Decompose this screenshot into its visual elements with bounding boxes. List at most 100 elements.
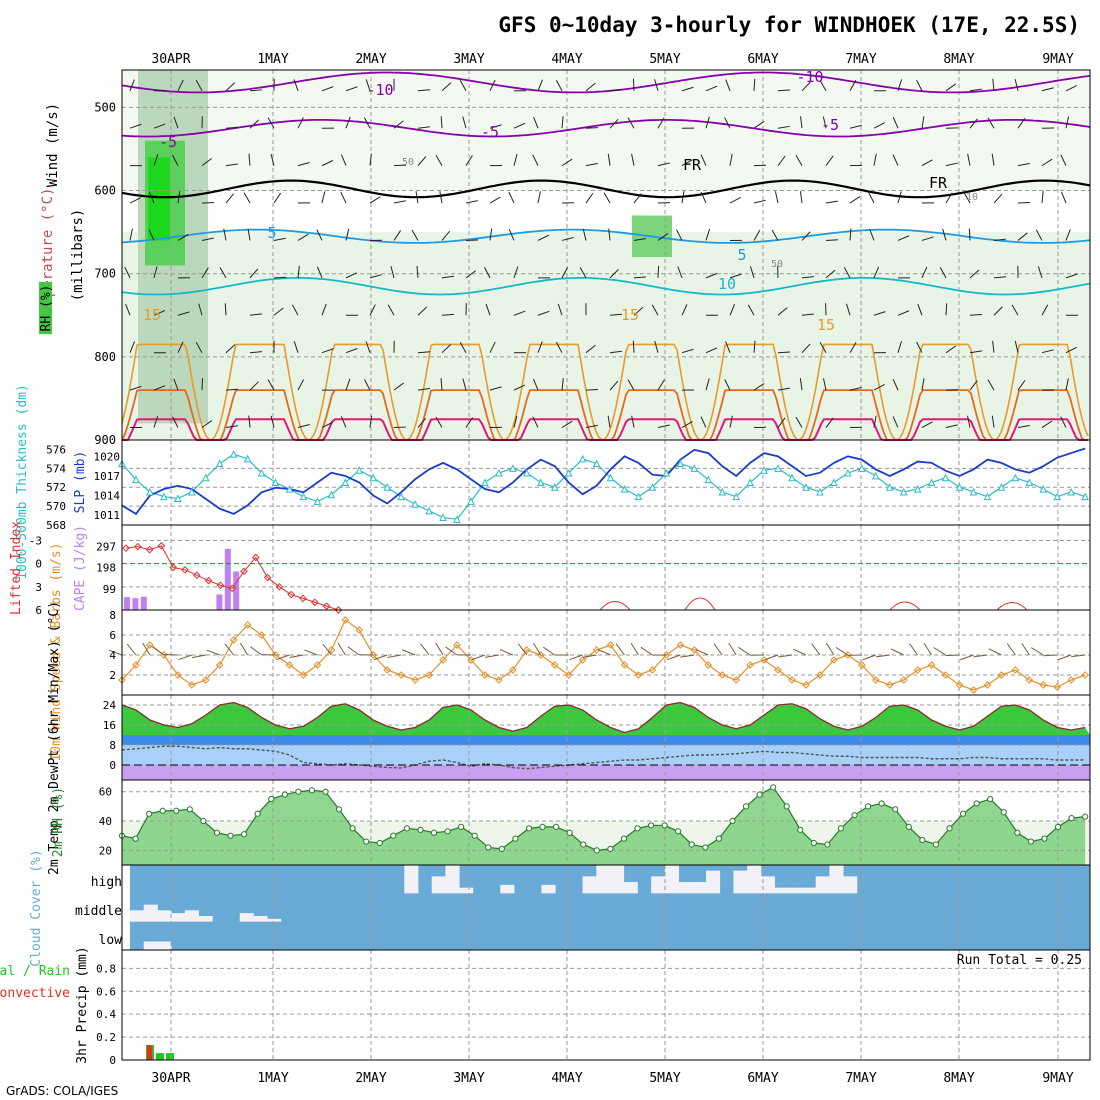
wind10-barb bbox=[152, 646, 165, 656]
contour-label: 10 bbox=[966, 192, 978, 203]
thickness-point-13 bbox=[299, 492, 308, 501]
rh2m-point-11 bbox=[268, 795, 275, 803]
rh2m-point-10 bbox=[254, 810, 261, 817]
upper-wind-barb bbox=[195, 80, 203, 92]
upper-wind-barb bbox=[585, 192, 594, 204]
lifted-index-point-6 bbox=[192, 571, 201, 580]
wind10-barb bbox=[373, 654, 388, 661]
rh2m-point-40 bbox=[661, 822, 668, 829]
upper-wind-barb bbox=[747, 304, 755, 316]
ylabel-upper-units: (millibars) bbox=[70, 209, 86, 302]
thickness-point-52 bbox=[844, 468, 852, 477]
upper-wind-barb bbox=[969, 380, 978, 391]
thickness-point-4 bbox=[174, 494, 182, 503]
wind10-point-28 bbox=[509, 666, 517, 674]
upper-wind-barb bbox=[729, 273, 742, 279]
day-label-bottom: 8MAY bbox=[943, 1071, 974, 1086]
rh2m-point-37 bbox=[620, 835, 628, 842]
upper-wind-barb bbox=[321, 86, 334, 92]
upper-wind-barb bbox=[945, 192, 953, 204]
cape-bar-12 bbox=[224, 548, 231, 610]
upper-wind-barb bbox=[801, 276, 814, 279]
rh2m-point-3 bbox=[159, 807, 166, 814]
upper-wind-barb bbox=[441, 230, 451, 241]
upper-wind-barb bbox=[822, 116, 827, 129]
thickness-point-64 bbox=[1011, 473, 1020, 482]
thickness-point-45 bbox=[746, 478, 754, 486]
upper-wind-barb bbox=[316, 229, 323, 241]
upper-wind-barb bbox=[225, 425, 238, 429]
upper-wind-barb bbox=[849, 342, 857, 353]
upper-wind-barb bbox=[561, 420, 573, 428]
upper-wind-barb bbox=[129, 79, 135, 91]
upper-wind-barb bbox=[441, 82, 452, 92]
slp-line bbox=[121, 447, 1086, 516]
upper-wind-barb bbox=[249, 313, 262, 316]
pressure-tick: 500 bbox=[94, 100, 116, 114]
cloud-cell-cloud_high_pct bbox=[678, 882, 693, 894]
upper-wind-barb bbox=[513, 266, 519, 279]
upper-wind-barb bbox=[561, 267, 569, 279]
upper-wind-barb bbox=[657, 117, 665, 129]
rh2m-point-68 bbox=[1041, 835, 1048, 842]
rh2m-point-54 bbox=[851, 812, 858, 819]
upper-wind-barb bbox=[198, 303, 203, 316]
upper-wind-barb bbox=[148, 229, 155, 241]
wind10-barb bbox=[615, 643, 625, 656]
rh2m-point-46 bbox=[742, 803, 750, 810]
ylabel-slp: SLP (mb) bbox=[73, 451, 88, 514]
upper-wind-barb bbox=[459, 80, 467, 92]
wind10-barb bbox=[793, 648, 807, 656]
upper-wind-barb bbox=[993, 276, 1006, 279]
cloud-level-label: low bbox=[99, 933, 123, 948]
upper-wind-barb bbox=[273, 276, 287, 279]
thickness-point-65 bbox=[1025, 478, 1034, 486]
upper-wind-barb bbox=[225, 163, 238, 167]
rh2m-point-39 bbox=[647, 822, 655, 829]
day-label-top: 9MAY bbox=[1042, 52, 1073, 67]
upper-wind-barb bbox=[435, 154, 443, 166]
rh2m-point-49 bbox=[783, 803, 790, 810]
wind10-barb bbox=[108, 649, 123, 656]
ylabel-thickness: 1000-500mb Thickness (dm) bbox=[15, 384, 30, 580]
upper-wind-barb bbox=[201, 420, 213, 428]
upper-wind-barb bbox=[777, 155, 786, 166]
wind10-barb bbox=[695, 648, 709, 656]
upper-wind-barb bbox=[753, 199, 766, 204]
thickness-point-10 bbox=[257, 468, 266, 477]
upper-wind-barb bbox=[201, 158, 212, 167]
upper-wind-barb bbox=[897, 235, 910, 241]
temp2m-area bbox=[122, 702, 1090, 735]
upper-wind-barb bbox=[1041, 87, 1054, 92]
upper-wind-barb bbox=[369, 196, 381, 204]
ylabel-li: Lifted Index bbox=[9, 521, 24, 615]
lifted-index-point-16 bbox=[310, 598, 319, 607]
cloud-cell-cloud_high_pct bbox=[541, 884, 556, 894]
contour-label: -10 bbox=[796, 68, 823, 86]
upper-wind-barb bbox=[892, 378, 899, 391]
rh2m-point-44 bbox=[715, 835, 722, 842]
series-markers bbox=[108, 78, 1089, 854]
cape-tick: 198 bbox=[96, 562, 116, 575]
rh2m-point-56 bbox=[878, 800, 885, 807]
wind10-point-62 bbox=[983, 681, 992, 689]
upper-wind-barb bbox=[153, 415, 159, 428]
thickness-point-66 bbox=[1039, 484, 1048, 493]
upper-wind-barb bbox=[177, 191, 181, 204]
upper-wind-barb bbox=[969, 314, 983, 316]
rh2m-point-58 bbox=[905, 823, 912, 830]
rh2m-point-12 bbox=[281, 791, 288, 798]
rh2m-point-20 bbox=[390, 832, 397, 839]
day-label-top: 6MAY bbox=[747, 52, 778, 67]
wind10-point-64 bbox=[1011, 666, 1020, 674]
lifted-index-point-1 bbox=[133, 542, 142, 551]
thickness-point-9 bbox=[243, 454, 252, 463]
upper-wind-barb bbox=[369, 415, 373, 428]
thickness-point-30 bbox=[536, 478, 545, 486]
upper-wind-barb bbox=[963, 192, 971, 204]
upper-wind-barb bbox=[489, 79, 496, 91]
upper-wind-barb bbox=[819, 342, 827, 353]
wind10-point-35 bbox=[606, 641, 615, 649]
rh2m-point-14 bbox=[308, 787, 316, 794]
thickness-point-3 bbox=[160, 492, 168, 501]
